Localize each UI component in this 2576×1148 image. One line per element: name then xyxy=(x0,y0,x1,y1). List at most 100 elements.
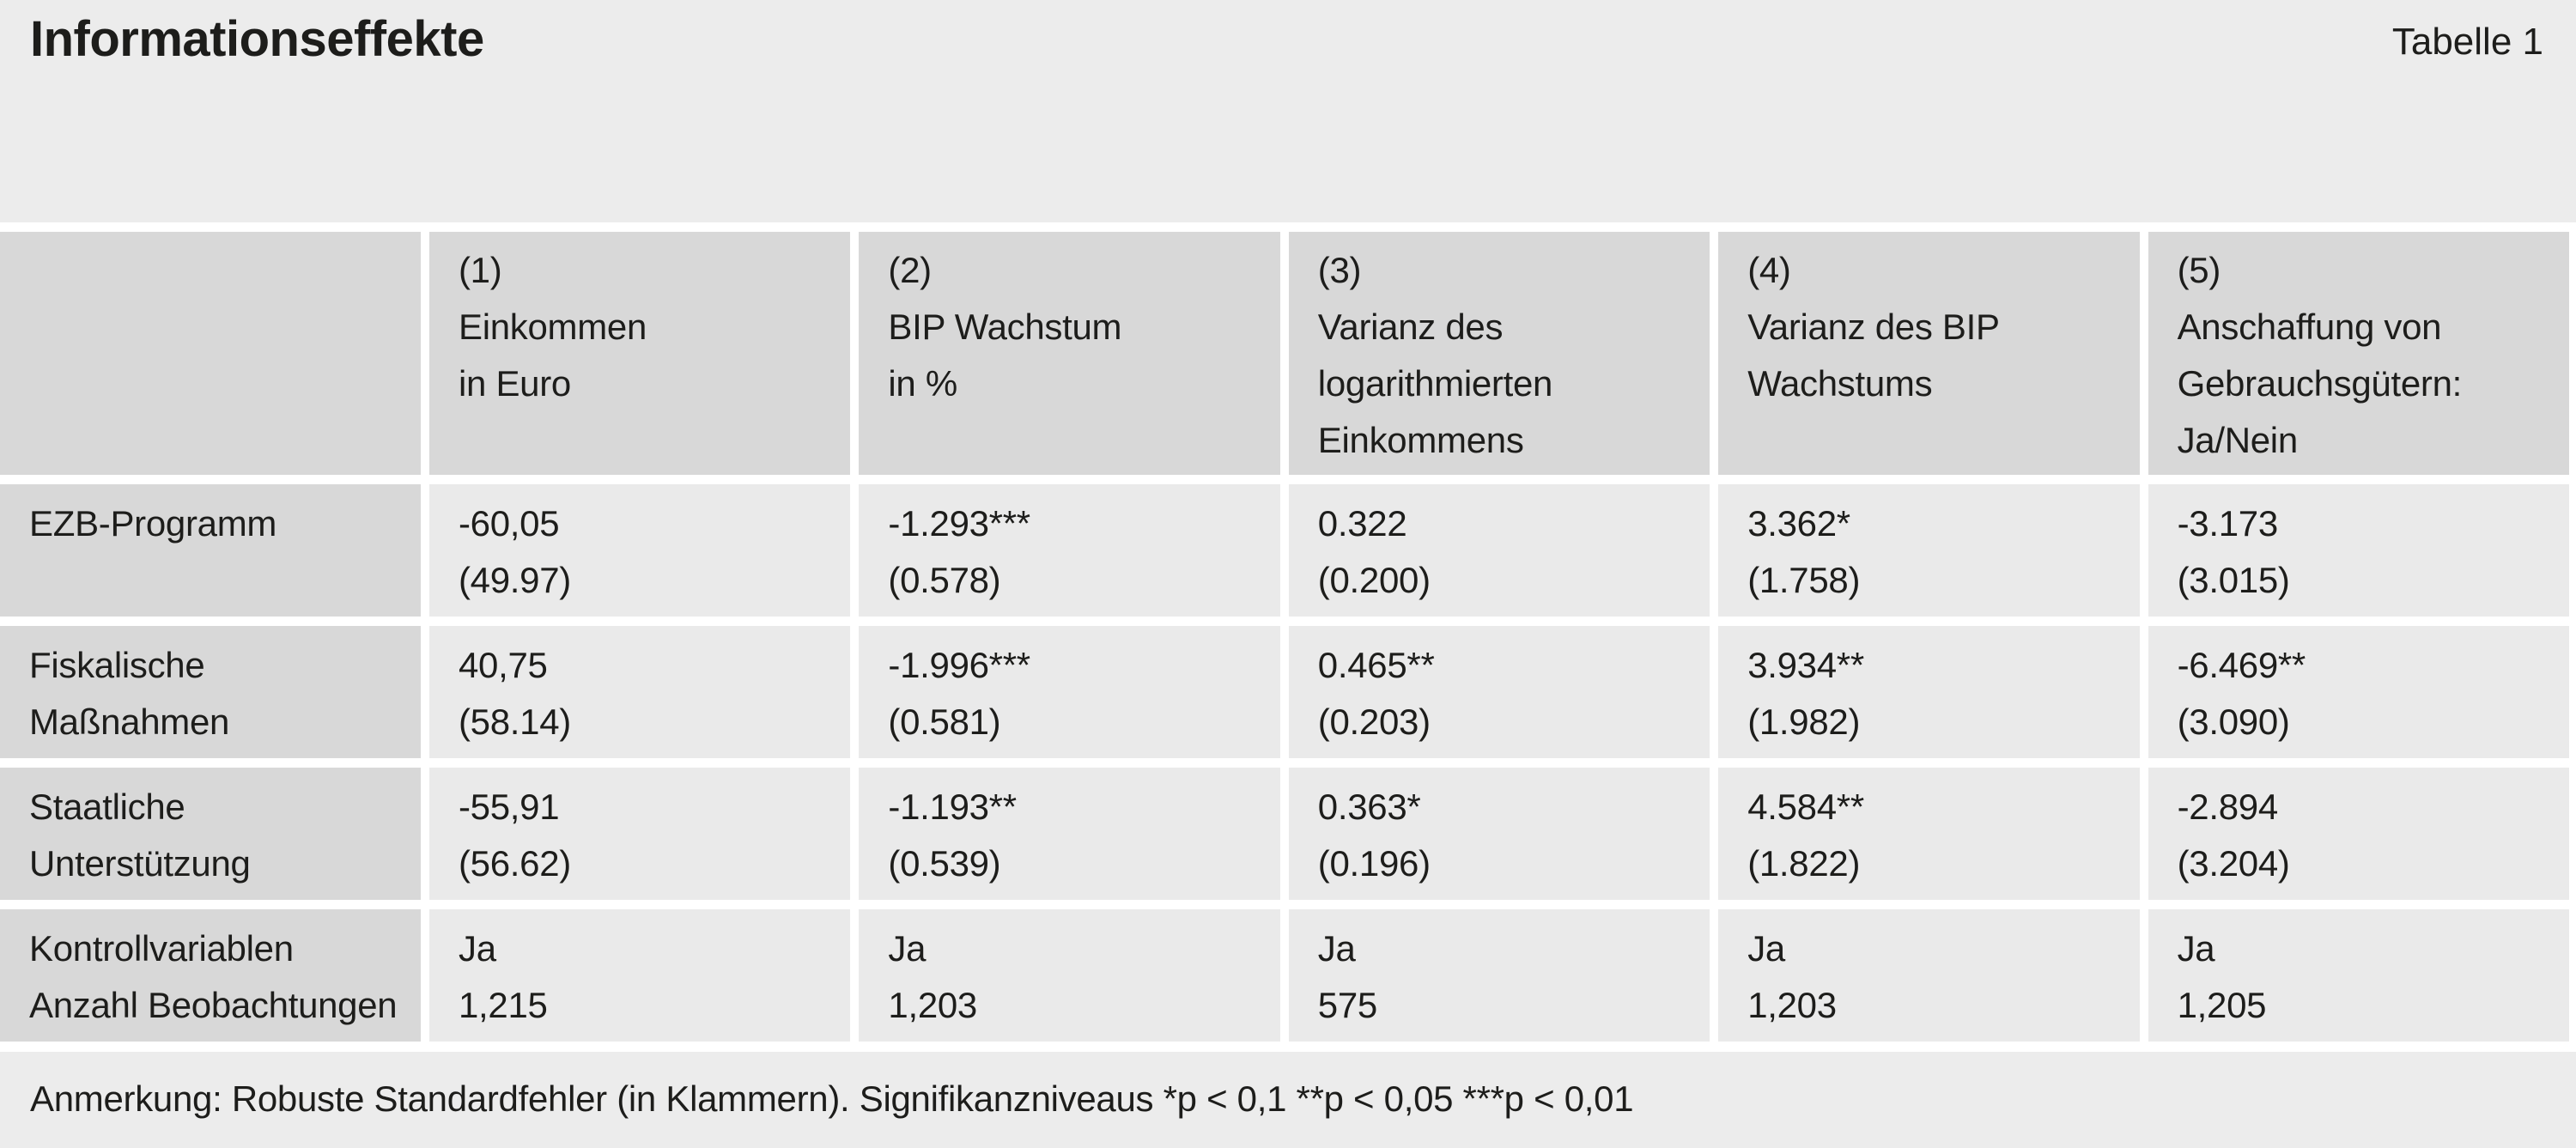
estimate-value: -60,05 xyxy=(459,503,560,544)
estimate-value: 0.363* xyxy=(1317,787,1421,827)
table-cell: 0.465** (0.203) xyxy=(1288,626,1710,758)
estimate-value: 4.584** xyxy=(1747,787,1864,827)
column-header-5: (5) Anschaffung von Gebrauchsgütern: Ja/… xyxy=(2148,232,2569,475)
estimate-value: -1.193** xyxy=(888,787,1017,827)
table-cell: -55,91 (56.62) xyxy=(429,768,851,900)
page-title: Informationseffekte xyxy=(30,11,484,67)
table-cell: -2.894 (3.204) xyxy=(2148,768,2569,900)
estimate-value: 3.934** xyxy=(1747,645,1864,685)
controls-flag: Ja xyxy=(1747,928,1785,969)
standard-error: (0.539) xyxy=(888,843,1001,884)
column-title-line: Varianz des BIP xyxy=(1747,307,2000,347)
column-title-line: Einkommens xyxy=(1317,420,1524,460)
estimate-value: -3.173 xyxy=(2177,503,2279,544)
observations-count: 1,215 xyxy=(459,985,548,1025)
row-label-line: Kontrollvariablen xyxy=(29,928,294,969)
table-cell: 3.362* (1.758) xyxy=(1718,484,2140,617)
standard-error: (3.090) xyxy=(2177,702,2290,742)
table-cell: -3.173 (3.015) xyxy=(2148,484,2569,617)
row-label-line: Anzahl Beobachtungen xyxy=(29,985,398,1025)
standard-error: (3.204) xyxy=(2177,843,2290,884)
table-cell: Ja 575 xyxy=(1288,909,1710,1042)
table-cell: Ja 1,215 xyxy=(429,909,851,1042)
row-label-ezb-programm: EZB-Programm xyxy=(0,484,421,617)
estimate-value: 0.322 xyxy=(1317,503,1407,544)
table-cell: 0.363* (0.196) xyxy=(1288,768,1710,900)
row-label-kontrollvariablen-beobachtungen: Kontrollvariablen Anzahl Beobachtungen xyxy=(0,909,421,1042)
column-header-2: (2) BIP Wachstum in % xyxy=(859,232,1280,475)
standard-error: (0.200) xyxy=(1317,560,1431,600)
results-table: (1) Einkommen in Euro (2) BIP Wachstum i… xyxy=(0,222,2576,1052)
table-cell: 40,75 (58.14) xyxy=(429,626,851,758)
table-cell: 3.934** (1.982) xyxy=(1718,626,2140,758)
column-title-line: Varianz des xyxy=(1317,307,1504,347)
standard-error: (0.203) xyxy=(1317,702,1431,742)
standard-error: (3.015) xyxy=(2177,560,2290,600)
column-header-3: (3) Varianz des logarithmierten Einkomme… xyxy=(1288,232,1710,475)
row-label-line: Staatliche xyxy=(29,787,185,827)
standard-error: (49.97) xyxy=(459,560,571,600)
controls-flag: Ja xyxy=(459,928,496,969)
column-title-line: in Euro xyxy=(459,363,571,404)
table-cell: -1.996*** (0.581) xyxy=(859,626,1280,758)
table-cell: -1.293*** (0.578) xyxy=(859,484,1280,617)
standard-error: (56.62) xyxy=(459,843,571,884)
column-header-4: (4) Varianz des BIP Wachstums xyxy=(1718,232,2140,475)
column-title-line: Anschaffung von xyxy=(2177,307,2442,347)
column-title-line: Gebrauchsgütern: xyxy=(2177,363,2463,404)
table-cell: Ja 1,203 xyxy=(859,909,1280,1042)
standard-error: (0.196) xyxy=(1317,843,1431,884)
table-cell: Ja 1,203 xyxy=(1718,909,2140,1042)
estimate-value: -55,91 xyxy=(459,787,560,827)
row-label-line: Fiskalische xyxy=(29,645,205,685)
column-title-line: Wachstums xyxy=(1747,363,1933,404)
corner-cell xyxy=(0,232,421,475)
standard-error: (1.822) xyxy=(1747,843,1861,884)
table-cell: 4.584** (1.822) xyxy=(1718,768,2140,900)
observations-count: 1,203 xyxy=(888,985,977,1025)
standard-error: (0.578) xyxy=(888,560,1001,600)
column-title-line: in % xyxy=(888,363,957,404)
table-footnote: Anmerkung: Robuste Standardfehler (in Kl… xyxy=(30,1078,1634,1119)
row-label-line: EZB-Programm xyxy=(29,503,277,544)
column-number: (2) xyxy=(888,250,932,290)
column-number: (3) xyxy=(1317,250,1362,290)
standard-error: (1.758) xyxy=(1747,560,1861,600)
column-number: (5) xyxy=(2177,250,2221,290)
estimate-value: 40,75 xyxy=(459,645,548,685)
row-label-line: Unterstützung xyxy=(29,843,251,884)
standard-error: (1.982) xyxy=(1747,702,1861,742)
observations-count: 1,203 xyxy=(1747,985,1837,1025)
row-label-fiskalische-massnahmen: Fiskalische Maßnahmen xyxy=(0,626,421,758)
table-grid: (1) Einkommen in Euro (2) BIP Wachstum i… xyxy=(0,232,2569,1042)
row-label-staatliche-unterstuetzung: Staatliche Unterstützung xyxy=(0,768,421,900)
controls-flag: Ja xyxy=(2177,928,2215,969)
column-title-line: Ja/Nein xyxy=(2177,420,2299,460)
estimate-value: -1.996*** xyxy=(888,645,1030,685)
column-number: (4) xyxy=(1747,250,1791,290)
column-title-line: Einkommen xyxy=(459,307,647,347)
estimate-value: -6.469** xyxy=(2177,645,2306,685)
standard-error: (0.581) xyxy=(888,702,1001,742)
estimate-value: -1.293*** xyxy=(888,503,1030,544)
observations-count: 1,205 xyxy=(2177,985,2267,1025)
controls-flag: Ja xyxy=(888,928,927,969)
column-header-1: (1) Einkommen in Euro xyxy=(429,232,851,475)
column-title-line: logarithmierten xyxy=(1317,363,1553,404)
column-title-line: BIP Wachstum xyxy=(888,307,1122,347)
controls-flag: Ja xyxy=(1317,928,1356,969)
table-cell: -1.193** (0.539) xyxy=(859,768,1280,900)
table-cell: -60,05 (49.97) xyxy=(429,484,851,617)
row-label-line: Maßnahmen xyxy=(29,702,230,742)
table-number-label: Tabelle 1 xyxy=(2391,21,2543,63)
table-cell: Ja 1,205 xyxy=(2148,909,2569,1042)
column-number: (1) xyxy=(459,250,502,290)
table-cell: 0.322 (0.200) xyxy=(1288,484,1710,617)
observations-count: 575 xyxy=(1317,985,1377,1025)
estimate-value: 0.465** xyxy=(1317,645,1435,685)
estimate-value: -2.894 xyxy=(2177,787,2279,827)
standard-error: (58.14) xyxy=(459,702,571,742)
estimate-value: 3.362* xyxy=(1747,503,1850,544)
table-cell: -6.469** (3.090) xyxy=(2148,626,2569,758)
